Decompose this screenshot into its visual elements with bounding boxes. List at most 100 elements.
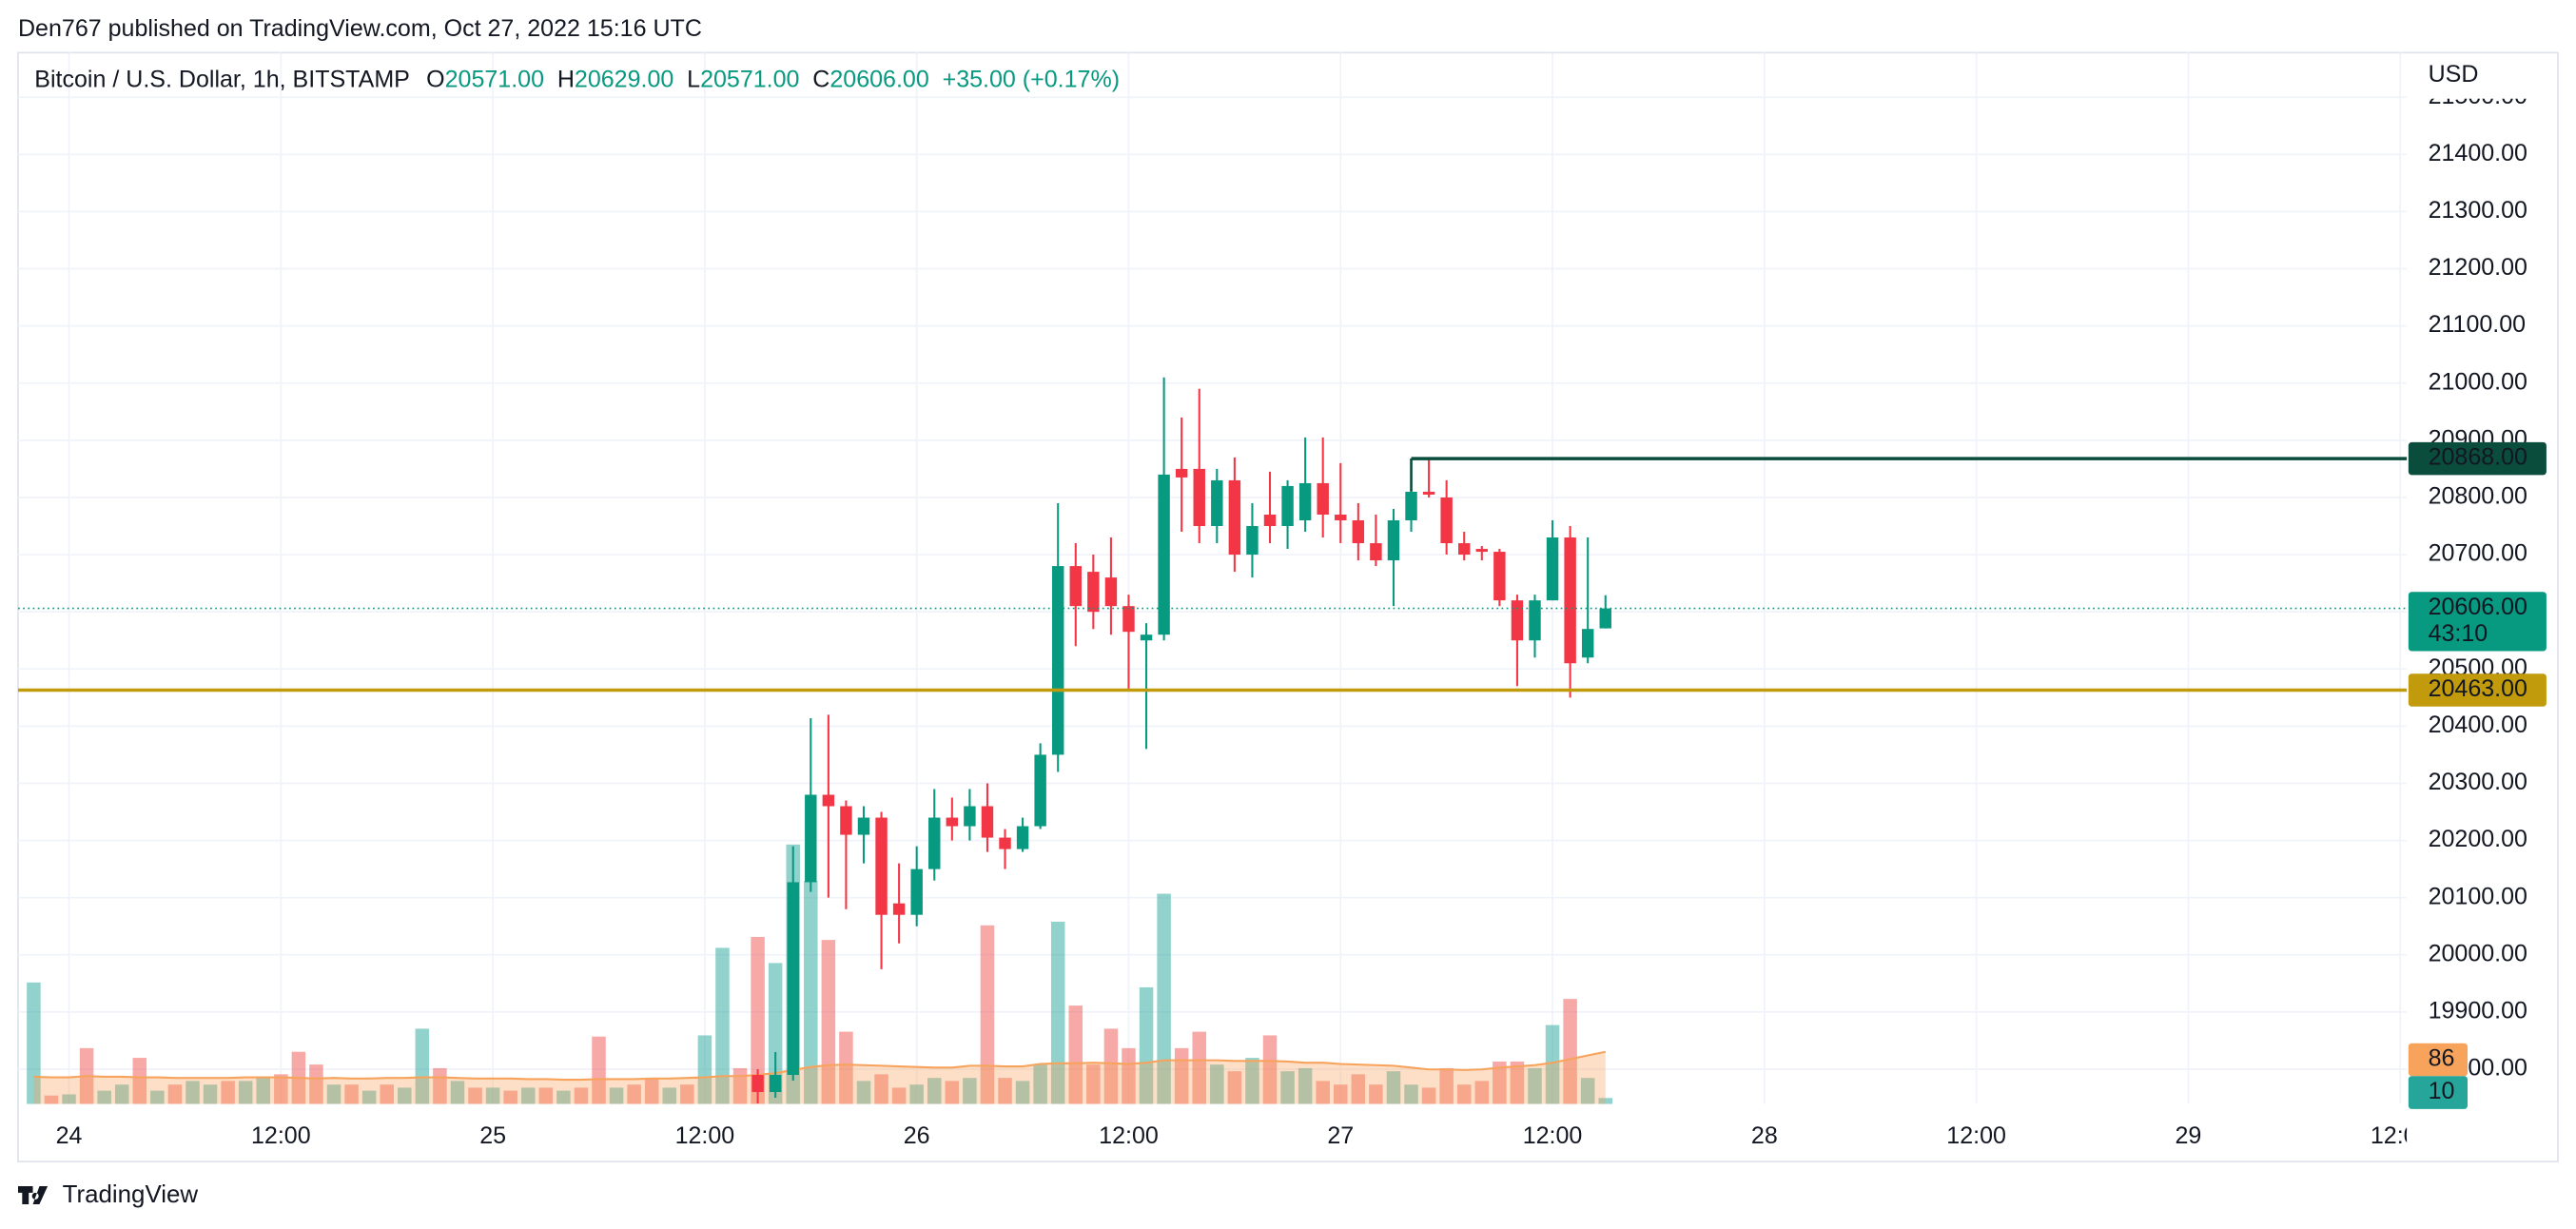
candle-body [1211,479,1223,527]
volume-bar [1068,1005,1083,1104]
candle-body [1564,537,1576,664]
volume-bar [309,1064,323,1104]
volume-bar [715,947,730,1104]
volume-ma-box [2408,1043,2469,1077]
candle-body [1087,572,1100,613]
volume-bar [221,1081,235,1104]
volume-bar [1157,893,1171,1104]
volume-bar [1245,1058,1259,1104]
x-tick-label: 12:00 [1099,1122,1159,1149]
volume-bar [167,1084,183,1104]
volume-bar [1598,1098,1613,1104]
volume-bar [909,1084,924,1104]
candle-body [1335,514,1347,520]
candle-body [769,1075,782,1093]
volume-bar [574,1087,589,1104]
y-tick-label: 20400.00 [2429,712,2527,738]
volume-bar [132,1058,147,1104]
volume-bar [1439,1067,1454,1104]
candle-body [805,794,817,883]
volume-ma-line [33,1050,1606,1082]
volume-bar [945,1081,960,1104]
candle-body [1370,543,1382,561]
time-axis: 24 12:00 25 12:00 26 12:00 27 12:00 28 12:00 29 12:… [56,1122,2430,1149]
x-tick-label: 12:00 [1523,1122,1583,1149]
x-tick-label: 12:00 [675,1122,735,1149]
y-tick-label: 20800.00 [2429,483,2527,510]
volume-bar [980,925,995,1104]
volume-bar [1474,1081,1490,1104]
volume-bar [1210,1064,1224,1104]
volume-bar [1493,1061,1507,1104]
volume-pane [27,844,1613,1104]
candle-body [1281,485,1294,527]
candle-body [787,882,799,1076]
x-tick-label: 12:00 [2371,1122,2430,1149]
candle-body [1175,468,1188,478]
last-price-label: 20606.00 [2429,594,2527,620]
footer-logo [17,1186,49,1205]
legend-value: 20571.00 [700,66,799,92]
volume-bar [1316,1081,1330,1104]
volume-bar [1369,1084,1383,1104]
volume-bar [1563,999,1577,1104]
volume-last-label: 10 [2429,1078,2455,1104]
y-tick-label: 21200.00 [2429,254,2527,281]
last-price-box [2408,592,2547,652]
volume-bar [751,936,765,1104]
volume-bar [44,1095,59,1104]
level-label-box [2408,441,2547,476]
volume-bar [627,1084,641,1104]
volume-bar [1033,1064,1047,1104]
volume-bar [1174,1047,1189,1104]
volume-bar [468,1087,482,1104]
volume-bar [114,1084,129,1104]
y-tick-label: 20300.00 [2429,769,2527,795]
legend-key: L [687,66,700,92]
candle-body [1458,543,1471,556]
volume-bar [415,1028,430,1104]
axis-header-bg [2408,55,2557,99]
volume-bar [503,1090,517,1104]
volume-bar [485,1087,500,1104]
y-tick-label: 20700.00 [2429,540,2527,567]
x-tick-label: 27 [1327,1122,1354,1149]
volume-bar [556,1090,571,1104]
volume-bar [609,1087,624,1104]
volume-bar [680,1084,694,1104]
candle-body [928,817,941,869]
x-tick-label: 24 [56,1122,83,1149]
volume-bar [256,1078,271,1104]
y-tick-label: 21300.00 [2429,197,2527,224]
volume-bar [1086,1064,1101,1104]
x-tick-label: 12:00 [1946,1122,2006,1149]
candle-body [1051,566,1064,755]
y-tick-label: 21400.00 [2429,140,2527,166]
price-axis: 21500.0021400.0021300.0021200.0021100.00… [2408,83,2547,1109]
candle-body [1298,482,1312,520]
candle-body [875,817,888,915]
legend-value: 20606.00 [829,66,928,92]
volume-bar [821,940,836,1104]
legend-value: 20571.00 [445,66,544,92]
candle-body [1529,600,1541,641]
y-tick-label: 21000.00 [2429,368,2527,395]
y-tick-label: 20000.00 [2429,940,2527,966]
volume-bar [326,1084,342,1104]
level-label: 20463.00 [2429,675,2527,702]
legend: Bitcoin / U.S. Dollar, 1h, BITSTAMP O2057… [34,66,1120,92]
volume-bar [662,1087,677,1104]
volume-bar [1122,1047,1136,1104]
x-tick-label: 26 [904,1122,930,1149]
legend-title: Bitcoin / U.S. Dollar, 1h, BITSTAMP [34,66,410,92]
volume-ma-label: 86 [2429,1045,2455,1072]
candle-body [1246,526,1259,556]
volume-bar [238,1081,253,1104]
volume-bar [1386,1071,1401,1104]
candle-body [1140,634,1153,641]
volume-bar [1103,1028,1119,1104]
candle-body [1016,826,1029,849]
volume-bar [1421,1087,1436,1104]
